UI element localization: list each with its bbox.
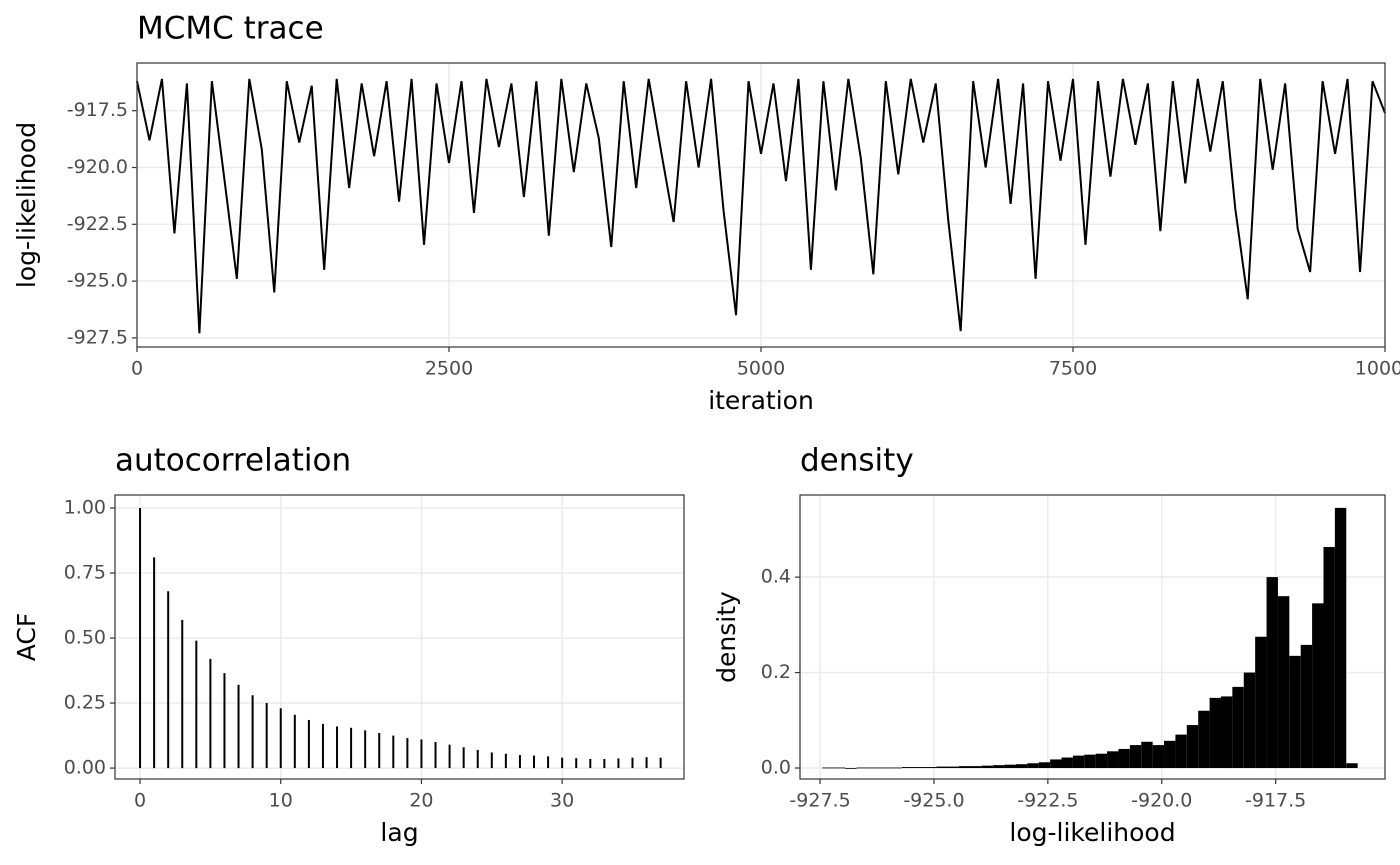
y-tick-label: 0.00 <box>64 757 106 779</box>
y-axis-title: log-likelihood <box>12 122 41 288</box>
x-tick-label: -917.5 <box>1245 790 1306 812</box>
y-tick-label: 1.00 <box>64 497 106 519</box>
histogram-bar <box>1277 596 1290 769</box>
panel-background <box>115 495 684 779</box>
histogram-bar <box>1027 763 1039 769</box>
panel-border <box>114 494 685 780</box>
x-tick-label: 0 <box>131 358 143 380</box>
histogram-bar <box>1118 748 1130 769</box>
y-axis-title: density <box>712 591 741 683</box>
histogram-bar <box>833 767 846 769</box>
x-tick-label: 20 <box>409 790 433 812</box>
y-tick-label: -920.0 <box>67 156 128 178</box>
y-axis-title: ACF <box>12 613 41 662</box>
histogram-bar <box>1289 655 1301 769</box>
histogram-bar <box>1209 697 1221 769</box>
panel-border <box>136 62 1386 348</box>
histogram-bar <box>1323 547 1335 769</box>
histogram-bar <box>1141 741 1153 769</box>
histogram-bar <box>890 767 903 769</box>
y-tick-label: -925.0 <box>67 270 128 292</box>
histogram-bar <box>1038 762 1051 769</box>
histogram-bar <box>1232 686 1244 769</box>
histogram-bar <box>1107 751 1119 769</box>
histogram-bar <box>1095 753 1108 769</box>
histogram-bar <box>1015 764 1028 769</box>
y-tick-label: -922.5 <box>67 213 128 235</box>
x-tick-label: -927.5 <box>789 790 850 812</box>
histogram-bar <box>1004 764 1016 769</box>
histogram-bar <box>970 766 982 769</box>
histogram-bar <box>959 766 971 769</box>
x-tick-label: 7500 <box>1049 358 1097 380</box>
histogram-bar <box>1186 725 1199 769</box>
x-tick-label: -925.0 <box>903 790 964 812</box>
panel-border <box>799 494 1386 780</box>
histogram-bar <box>1072 755 1085 769</box>
histogram-bar <box>1175 734 1187 769</box>
histogram-bar <box>1255 636 1267 769</box>
x-tick-label: -920.0 <box>1131 790 1192 812</box>
x-tick-label: 0 <box>134 790 146 812</box>
histogram-bar <box>1312 603 1324 769</box>
histogram-bar <box>1220 696 1233 769</box>
histogram-bar <box>981 765 994 769</box>
histogram-bar <box>1164 740 1176 769</box>
y-tick-label: -927.5 <box>67 326 128 348</box>
histogram-bar <box>902 767 914 769</box>
histogram-bar <box>1050 759 1062 769</box>
trace-line <box>136 78 1386 334</box>
y-tick-label: 0.75 <box>64 562 106 584</box>
x-axis-title: log-likelihood <box>1009 818 1175 847</box>
histogram-bar <box>993 765 1005 769</box>
histogram-bar <box>1266 577 1278 769</box>
histogram-bar <box>1243 672 1256 769</box>
histogram-bar <box>1152 745 1165 769</box>
histogram-bar <box>1334 507 1347 769</box>
histogram-bar <box>947 766 960 769</box>
y-tick-label: 0.25 <box>64 692 106 714</box>
histogram-bar <box>822 767 834 769</box>
x-tick-label: 2500 <box>425 358 473 380</box>
histogram-bar <box>924 767 937 769</box>
y-tick-label: -917.5 <box>67 99 128 121</box>
x-tick-label: 5000 <box>737 358 785 380</box>
y-tick-label: 0.50 <box>64 627 106 649</box>
histogram-bar <box>913 767 925 769</box>
histogram-bar <box>879 767 891 769</box>
x-tick-label: 10 <box>269 790 293 812</box>
histogram-bar <box>1198 710 1210 769</box>
x-tick-label: 30 <box>550 790 574 812</box>
chart-title: density <box>800 443 914 479</box>
histogram-bar <box>1061 757 1073 769</box>
histogram-bar <box>936 766 948 769</box>
chart-title: autocorrelation <box>115 443 351 479</box>
histogram-bar <box>867 767 880 769</box>
histogram-bar <box>856 767 868 769</box>
histogram-bar <box>1129 745 1142 769</box>
x-axis-title: iteration <box>708 386 814 415</box>
histogram-bar <box>1300 644 1313 769</box>
chart-title: MCMC trace <box>137 11 324 47</box>
y-tick-label: 0.2 <box>761 661 791 683</box>
x-tick-label: -922.5 <box>1017 790 1078 812</box>
y-tick-label: 0.0 <box>761 757 791 779</box>
histogram-bar <box>845 768 857 769</box>
x-tick-label: 10000 <box>1355 358 1400 380</box>
histogram-bar <box>1346 763 1358 769</box>
x-axis-title: lag <box>380 818 418 847</box>
histogram-bar <box>1084 754 1096 769</box>
y-tick-label: 0.4 <box>761 566 791 588</box>
